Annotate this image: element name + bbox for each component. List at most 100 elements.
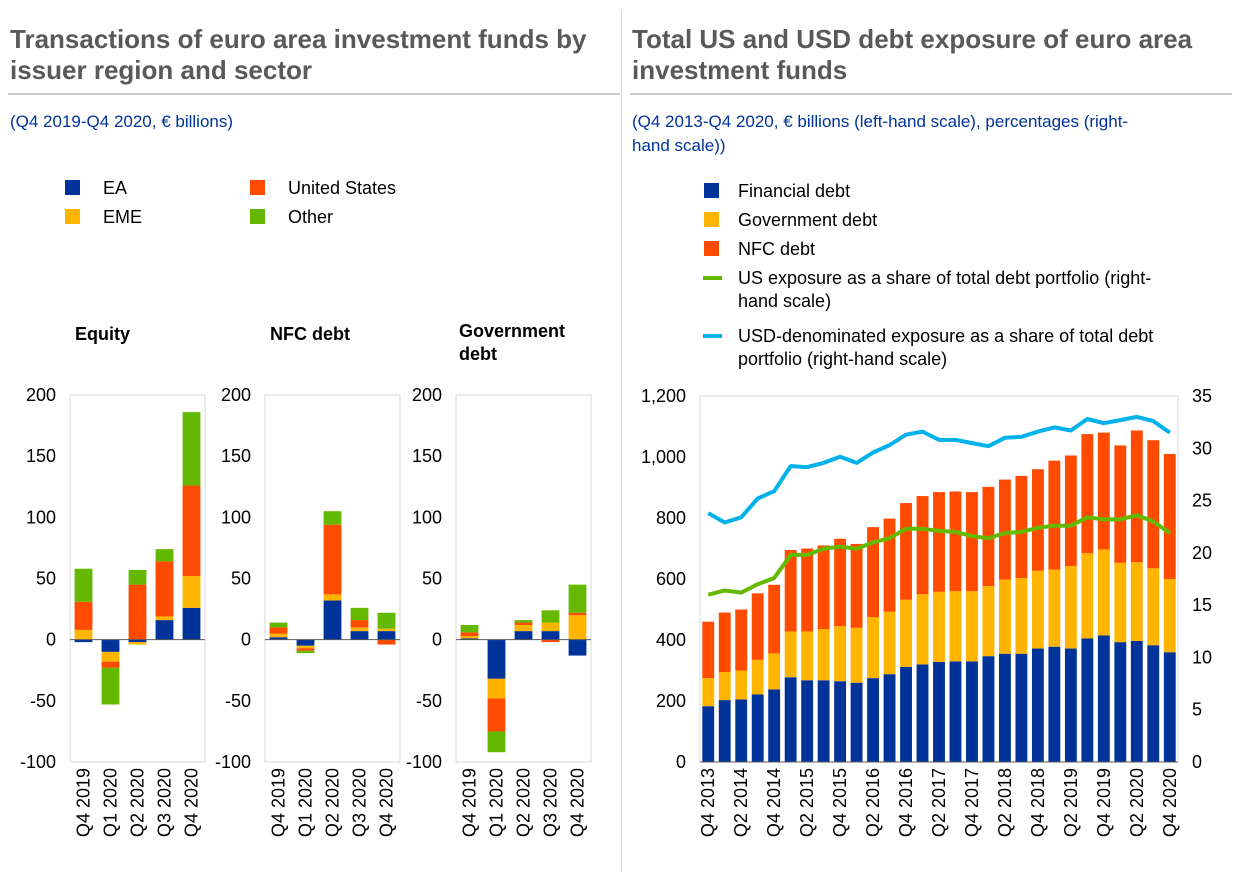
bar-1-0-eme: [269, 633, 288, 638]
bar-0-3-ea: [155, 620, 174, 640]
bar-2-4-other: [568, 584, 587, 613]
bar-0-4-other: [182, 412, 201, 486]
x-tick-label-0-4: Q4 2020: [182, 768, 202, 837]
x2-tick-label-9: Q2 2018: [995, 768, 1015, 837]
bar-1-1-ea: [296, 639, 315, 646]
y-tick-label-2-6: -100: [406, 752, 442, 772]
bar-0-2-eme: [128, 642, 147, 645]
bar-0-3-united-states: [155, 561, 174, 617]
debt-bar-11-government-debt: [883, 611, 896, 675]
x-tick-label-0-0: Q4 2019: [74, 768, 94, 837]
debt-bar-6-financial-debt: [801, 680, 814, 762]
legend2-swatch-1: [704, 212, 719, 227]
legend2-swatch-0: [704, 183, 719, 198]
x-tick-label-0-2: Q2 2020: [128, 768, 148, 837]
y-right-tick-label-6: 30: [1192, 438, 1212, 458]
debt-bar-17-government-debt: [982, 586, 995, 657]
x2-tick-label-3: Q2 2015: [797, 768, 817, 837]
y-tick-label-2-3: 50: [422, 569, 442, 589]
debt-bar-17-financial-debt: [982, 656, 995, 762]
legend-swatch-united-states: [250, 180, 265, 195]
bar-0-1-ea: [101, 639, 120, 652]
right-title-rule: [630, 93, 1232, 95]
facet-title-2-line1: Government: [459, 321, 565, 341]
x-tick-label-2-2: Q2 2020: [514, 768, 534, 837]
panel-separator: [621, 10, 622, 872]
left-title-line1: Transactions of euro area investment fun…: [10, 24, 587, 54]
legend2-label-3-0: US exposure as a share of total debt por…: [738, 268, 1151, 288]
bar-1-3-ea: [350, 631, 369, 640]
debt-bar-15-financial-debt: [949, 661, 962, 762]
bar-0-0-united-states: [74, 601, 93, 630]
y-tick-label-2-2: 100: [412, 507, 442, 527]
bar-0-0-other: [74, 568, 93, 602]
bar-1-1-united-states: [296, 648, 315, 651]
debt-bar-8-financial-debt: [834, 681, 847, 762]
legend-label-ea: EA: [103, 178, 127, 198]
debt-bar-23-nfc-debt: [1081, 434, 1094, 554]
y-tick-label-1-2: 100: [221, 507, 251, 527]
debt-bar-2-nfc-debt: [735, 609, 748, 671]
debt-bar-18-nfc-debt: [998, 479, 1011, 580]
bar-1-2-united-states: [323, 524, 342, 595]
debt-bar-0-financial-debt: [702, 706, 715, 762]
left-title-line2: issuer region and sector: [10, 55, 312, 85]
debt-bar-11-nfc-debt: [883, 518, 896, 612]
y-tick-label-1-4: 0: [241, 630, 251, 650]
debt-bar-7-nfc-debt: [817, 545, 830, 630]
debt-bar-1-nfc-debt: [718, 612, 731, 673]
debt-bar-22-financial-debt: [1064, 648, 1077, 762]
y-tick-label-2-0: 200: [412, 385, 442, 405]
debt-bar-19-financial-debt: [1015, 653, 1028, 762]
bar-0-1-other: [101, 667, 120, 705]
bar-1-3-eme: [350, 627, 369, 632]
bar-0-2-ea: [128, 639, 147, 643]
bar-1-2-other: [323, 511, 342, 525]
legend2-label-2-0: NFC debt: [738, 239, 815, 259]
x-tick-label-2-3: Q3 2020: [541, 768, 561, 837]
right-subtitle-line1: (Q4 2013-Q4 2020, € billions (left-hand …: [632, 112, 1129, 131]
bar-2-0-united-states: [460, 632, 479, 636]
x-tick-label-1-2: Q2 2020: [323, 768, 343, 837]
debt-bar-5-financial-debt: [784, 677, 797, 762]
bar-2-3-united-states: [541, 639, 560, 643]
panel-frame-1: [264, 394, 401, 763]
bar-1-4-other: [377, 612, 396, 629]
debt-bar-24-nfc-debt: [1097, 432, 1110, 550]
debt-bar-18-government-debt: [998, 579, 1011, 654]
debt-bar-14-nfc-debt: [933, 492, 945, 592]
right-chart-subtitle: (Q4 2013-Q4 2020, € billions (left-hand …: [632, 110, 1232, 158]
debt-bar-11-financial-debt: [883, 674, 896, 762]
debt-bar-5-government-debt: [784, 631, 797, 678]
debt-bar-26-financial-debt: [1130, 640, 1143, 762]
bar-1-0-other: [269, 622, 288, 628]
bar-1-1-other: [296, 650, 315, 654]
right-chart-title: Total US and USD debt exposure of euro a…: [632, 24, 1232, 86]
debt-bar-25-financial-debt: [1114, 642, 1127, 762]
debt-bar-12-nfc-debt: [900, 503, 912, 600]
bar-0-4-united-states: [182, 485, 201, 577]
bar-0-0-ea: [74, 639, 93, 643]
bar-1-4-ea: [377, 631, 396, 640]
bar-2-4-united-states: [568, 612, 587, 616]
debt-bar-22-nfc-debt: [1064, 455, 1077, 567]
debt-bar-6-nfc-debt: [801, 548, 814, 632]
debt-bar-23-government-debt: [1081, 553, 1094, 639]
debt-bar-27-nfc-debt: [1147, 440, 1160, 569]
debt-bar-20-government-debt: [1031, 570, 1044, 649]
y-tick-label-1-3: 50: [231, 569, 251, 589]
debt-bar-15-government-debt: [949, 591, 962, 662]
bar-2-0-ea: [460, 638, 479, 640]
bar-1-3-united-states: [350, 620, 369, 628]
debt-bar-4-government-debt: [768, 653, 781, 690]
debt-bar-18-financial-debt: [998, 653, 1011, 762]
debt-bar-8-nfc-debt: [834, 538, 847, 627]
bar-2-3-other: [541, 610, 560, 623]
debt-bar-10-financial-debt: [867, 678, 880, 762]
debt-bar-12-financial-debt: [900, 666, 912, 762]
bar-2-4-eme: [568, 615, 587, 640]
bar-2-3-ea: [541, 631, 560, 640]
x-tick-label-0-1: Q1 2020: [101, 768, 121, 837]
y-tick-label-1-0: 200: [221, 385, 251, 405]
bar-0-2-united-states: [128, 584, 147, 640]
